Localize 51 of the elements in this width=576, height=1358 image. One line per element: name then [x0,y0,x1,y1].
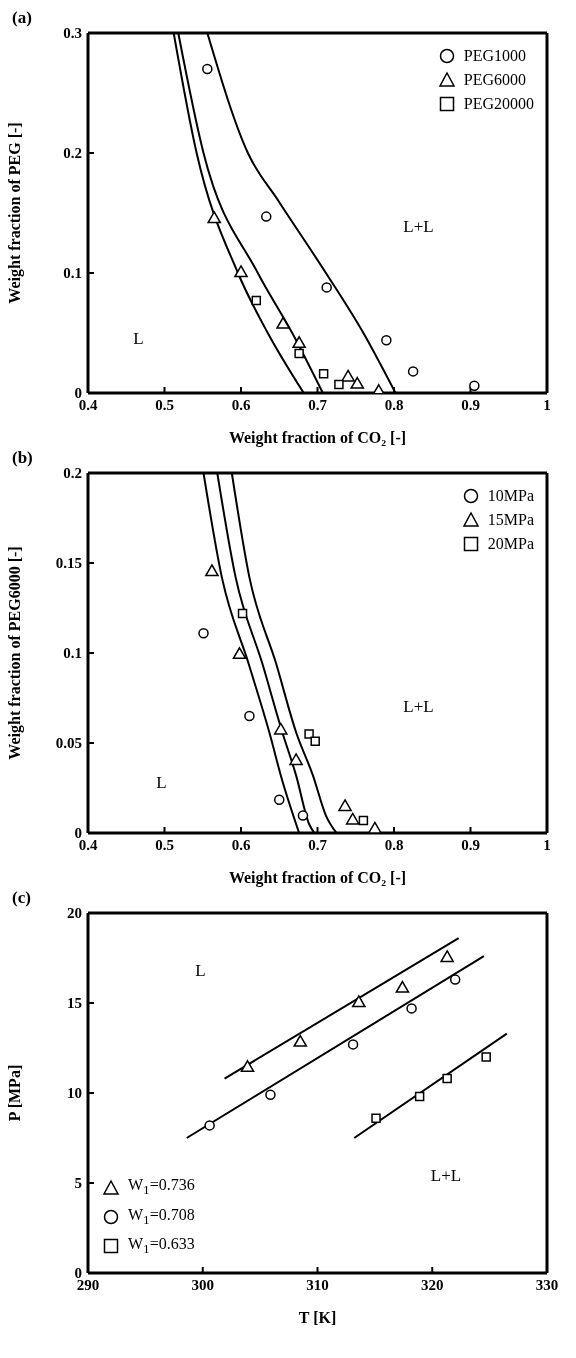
y-axis-title: Weight fraction of PEG [-] [5,122,24,304]
x-tick-label: 0.7 [308,396,328,413]
x-tick-label: 0.6 [231,836,251,853]
x-tick-label: 0.5 [155,396,174,413]
legend-label: PEG20000 [463,94,534,114]
x-tick-label: 0.9 [461,836,480,853]
x-tick-label: 0.7 [308,836,328,853]
x-axis-title: Weight fraction of CO₂ [-] [228,869,407,887]
y-tick-label: 0.3 [63,25,82,42]
x-tick-label: 0.8 [384,396,404,413]
chart-title: (a) [12,8,32,28]
x-tick-label: 1 [543,396,551,413]
annotation: L [156,772,167,793]
legend-label: W$_{1}$=0.633 [128,1233,195,1258]
chart-title: (c) [12,888,31,908]
y-tick-label: 0.15 [55,555,82,572]
chart-title: (b) [12,448,33,468]
legend-label: PEG6000 [463,70,526,90]
legend-label: PEG1000 [463,46,526,66]
x-tick-label: 1 [543,836,551,853]
y-tick-label: 0.05 [55,735,82,752]
x-axis-title: Weight fraction of CO₂ [-] [228,429,407,447]
y-tick-label: 10 [67,1085,82,1102]
y-tick-label: 5 [74,1175,82,1192]
annotation: L [133,329,144,349]
y-tick-label: 0.2 [63,465,82,482]
y-tick-label: 15 [67,995,82,1012]
x-axis-title: T [K] [298,1309,337,1326]
annotation: L+L [430,1165,462,1186]
x-tick-label: 0.6 [231,396,251,413]
legend-label: W$_{1}$=0.736 [128,1175,195,1200]
legend-label: 20MPa [487,534,534,554]
y-tick-label: 0.1 [63,645,82,662]
y-tick-label: 0.1 [63,265,82,282]
x-tick-label: 320 [421,1276,444,1293]
x-tick-label: 300 [191,1276,214,1293]
annotation: L [195,960,206,981]
legend-label: 10MPa [487,486,534,506]
annotation: L+L [403,217,434,238]
x-tick-label: 310 [306,1276,329,1293]
x-tick-label: 330 [535,1276,559,1293]
x-tick-label: 0.9 [461,396,480,413]
annotation: L+L [403,697,434,717]
x-tick-label: 0.8 [384,836,404,853]
y-tick-label: 20 [67,905,82,922]
legend-label: W$_{1}$=0.708 [128,1204,195,1229]
y-tick-label: 0.2 [63,145,82,162]
x-tick-label: 0.5 [155,836,174,853]
y-axis-title: P [MPa] [5,1064,23,1122]
legend-label: 15MPa [487,510,534,530]
y-axis-title: Weight fraction of PEG6000 [-] [5,546,24,760]
